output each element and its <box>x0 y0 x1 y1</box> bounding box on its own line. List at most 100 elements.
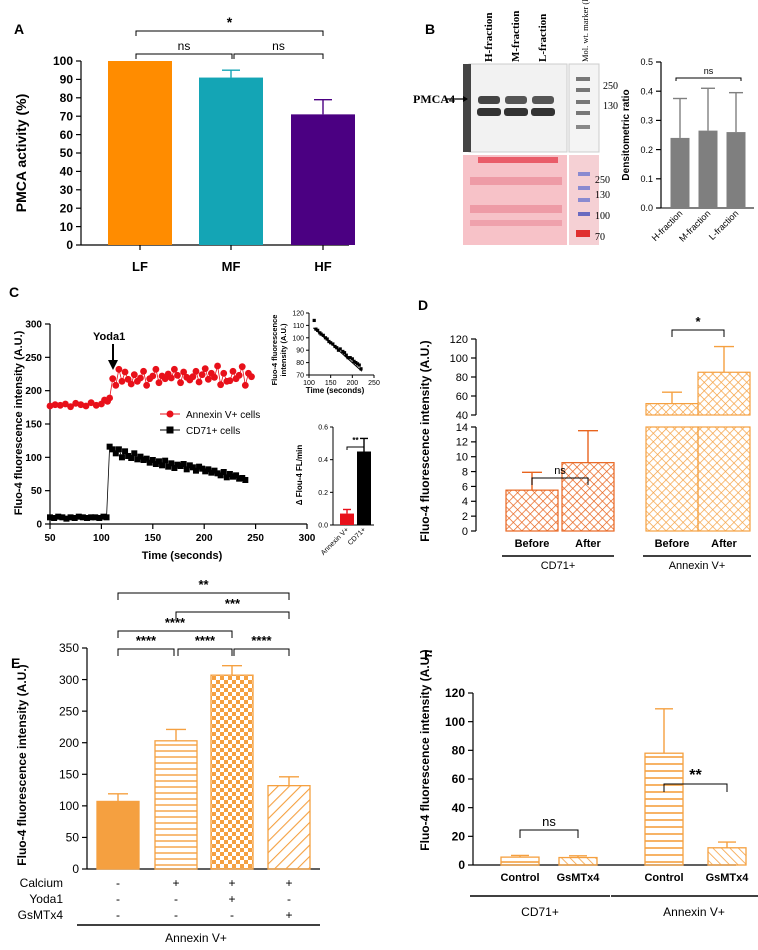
c-cd71-point <box>199 465 206 472</box>
c-x-tick-label: 50 <box>44 533 56 544</box>
e-bar-2 <box>210 674 254 870</box>
c-annexin-point <box>220 369 228 377</box>
panel-e-gsmtx4-chart: 0 50 100 150 200 250 300 350 - - - + - - + + - + - + Calciu… <box>15 577 320 945</box>
pmca4-arrowhead <box>463 96 468 102</box>
d-bar-upper-3 <box>697 371 751 416</box>
a-y-tick-label: 90 <box>60 73 74 87</box>
d-lower-y-tick-label: 12 <box>456 437 468 449</box>
ci-y-tick-label: 120 <box>292 311 304 318</box>
panel-c-xlabel: Time (seconds) <box>142 550 223 562</box>
c-annexin-point <box>46 402 54 410</box>
ci-point <box>316 328 320 332</box>
b-bar-h-fraction <box>670 137 690 208</box>
d-group-label-annexin: Annexin V+ <box>669 560 726 572</box>
c-annexin-point <box>201 365 209 373</box>
f-sig-cd71-label: ns <box>542 814 556 829</box>
e-y-tick-label: 0 <box>72 862 79 876</box>
c-cd71-point <box>217 472 224 479</box>
panel-b-western-blot: H-fraction M-fraction L-fraction Mol. wt… <box>413 0 754 245</box>
c-cd71-point <box>103 514 110 521</box>
c-cd71-point <box>134 456 141 463</box>
d-upper-y-tick-label: 40 <box>456 410 468 422</box>
cb-y-tick-label: 0.4 <box>318 457 328 464</box>
yoda1-arrowhead <box>108 360 118 370</box>
e-sig-2-4-label: *** <box>225 596 241 611</box>
c-x-tick-label: 200 <box>196 533 213 544</box>
c-annexin-point <box>67 403 74 411</box>
c-cd71-point <box>236 475 243 482</box>
c-annexin-point <box>189 373 197 381</box>
c-cd71-point <box>88 514 95 521</box>
f-sig-annexin-label: ** <box>689 767 702 784</box>
c-cd71-point <box>75 513 82 520</box>
d-bar-upper-2 <box>645 403 699 416</box>
f-category-label: GsMTx4 <box>706 872 750 884</box>
c-cd71-point <box>92 514 99 521</box>
b-category-label: L-fraction <box>707 208 741 242</box>
c-cd71-point <box>140 457 147 463</box>
e-condition-0-0: - <box>116 876 120 890</box>
c-cd71-point <box>214 470 221 477</box>
blot-col-l: L-fraction <box>537 14 549 62</box>
blot-col-h: H-fraction <box>483 13 495 62</box>
yoda1-annotation: Yoda1 <box>93 331 125 343</box>
c-cd71-point <box>79 514 86 521</box>
d-sig-cd71 <box>531 477 589 485</box>
ci-point <box>335 346 339 350</box>
c-cd71-point <box>143 455 150 462</box>
c-cd71-point <box>152 461 159 467</box>
e-condition-2-0: + <box>228 876 235 890</box>
b-y-tick-label: 0.4 <box>640 86 653 96</box>
d-bar-lower-2 <box>645 426 699 532</box>
inset-fit-ylabel: Fluo-4 fluorescenceintensity (A.U.) <box>270 315 288 386</box>
f-y-tick-label: 20 <box>452 830 466 844</box>
c-cd71-point <box>146 459 153 466</box>
c-annexin-point <box>140 367 147 375</box>
b-sig-ns <box>675 77 742 81</box>
a-sig-mf-hf <box>233 53 324 59</box>
c-annexin-point <box>143 381 151 389</box>
a-y-tick-label: 60 <box>60 128 74 142</box>
e-condition-3-1: - <box>287 892 291 906</box>
cb-category-label: CD71+ <box>347 526 367 546</box>
c-cd71-point <box>155 458 162 465</box>
c-annexin-point <box>238 363 246 371</box>
f-sig-annexin <box>663 783 728 792</box>
c-x-tick-label: 100 <box>93 533 110 544</box>
marker-bottom-250: 250 <box>595 175 610 186</box>
c-cd71-point <box>239 475 246 481</box>
marker-bottom-70: 70 <box>595 232 605 243</box>
panel-c-inset-fit-axes: 70 80 90 100 110 120 100 150 200 250 <box>292 311 380 388</box>
ci-y-tick-label: 80 <box>296 360 304 367</box>
stain-band-1 <box>470 177 562 185</box>
c-cd71-point <box>100 513 107 520</box>
c-cd71-point <box>183 466 190 473</box>
f-y-tick-label: 60 <box>452 772 466 786</box>
ci-point <box>359 367 363 371</box>
c-cd71-point <box>180 461 187 467</box>
panel-b-ylabel: Densitometric ratio <box>621 89 632 180</box>
ci-y-tick-label: 70 <box>296 373 304 380</box>
f-bar-1 <box>558 856 598 866</box>
b-y-tick-label: 0.2 <box>640 145 653 155</box>
c-cd71-point <box>122 448 129 455</box>
marker-band-2 <box>576 88 590 92</box>
f-y-tick-label: 40 <box>452 801 466 815</box>
c-cd71-point <box>165 463 172 470</box>
blot-bottom-membrane <box>463 155 567 245</box>
e-bar-0 <box>96 800 140 870</box>
f-category-label: Control <box>644 872 683 884</box>
b-y-tick-label: 0.0 <box>640 203 653 213</box>
f-y-tick-label: 0 <box>458 858 465 872</box>
cb-y-tick-label: 0.0 <box>318 523 328 530</box>
c-y-tick-label: 0 <box>36 520 42 531</box>
e-y-tick-label: 100 <box>59 799 79 813</box>
cb-bar-1 <box>357 451 371 525</box>
e-sig-1-4-label: ** <box>198 577 209 592</box>
d-upper-y-tick-label: 60 <box>456 391 468 403</box>
marker-bottom-100: 100 <box>595 211 610 222</box>
c-cd71-point <box>189 464 196 471</box>
legend-cd71-label: CD71+ cells <box>186 426 240 437</box>
e-row-label-1: Yoda1 <box>29 892 63 906</box>
ci-x-tick-label: 200 <box>346 380 358 387</box>
